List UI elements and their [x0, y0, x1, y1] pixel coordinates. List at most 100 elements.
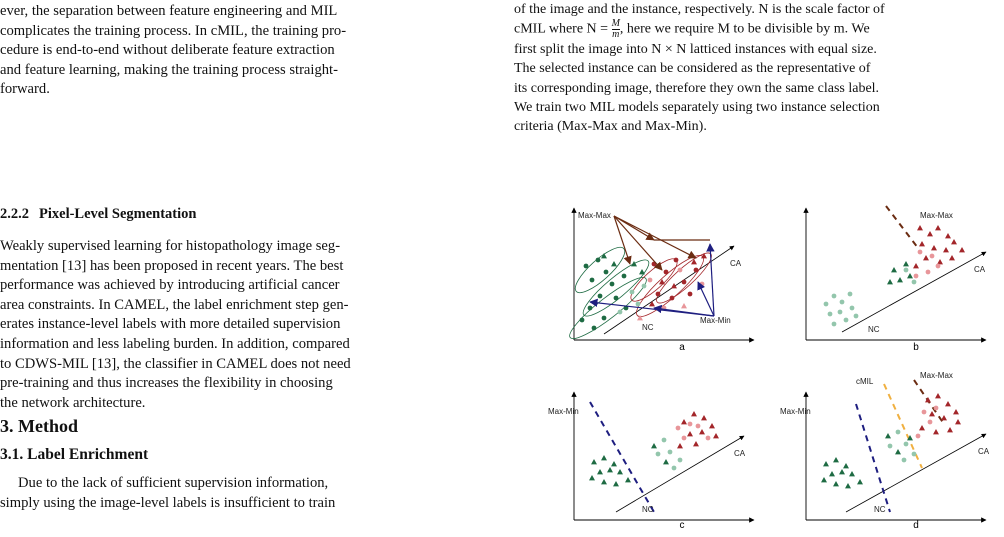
instance-triangle — [885, 433, 891, 439]
text-segment: , here we require M to be divisible by m… — [619, 21, 870, 37]
instance-dot — [583, 263, 589, 269]
instance-triangle — [925, 397, 931, 403]
text-line: its corresponding image, therefore they … — [514, 80, 880, 96]
max-max-label: Max-Max — [578, 211, 611, 220]
instance-dot — [647, 277, 653, 283]
instance-dot — [831, 293, 837, 299]
instance-triangle — [923, 255, 929, 261]
paragraph-cmil-training: ever, the separation between feature eng… — [0, 2, 492, 100]
paragraph-scale-factor: of the image and the instance, respectiv… — [514, 0, 1004, 136]
instance-triangle — [617, 469, 623, 475]
instance-triangle — [671, 283, 677, 289]
instance-triangle — [845, 483, 851, 489]
instance-dot — [915, 433, 921, 439]
instance-dot — [843, 317, 849, 323]
instance-triangle — [709, 423, 715, 429]
max-min-arrow — [697, 281, 715, 317]
instance-dot — [655, 291, 661, 297]
text-line: erates instance-level labels with more d… — [0, 316, 341, 333]
instance-dot — [831, 321, 837, 327]
instance-triangle — [625, 477, 631, 483]
instance-dot — [925, 269, 931, 275]
instance-triangle — [701, 253, 707, 259]
instance-triangle — [681, 303, 687, 309]
instance-triangle — [903, 261, 909, 267]
text-line: to CDWS-MIL [13], the classifier in CAME… — [0, 355, 351, 372]
instance-dot — [687, 291, 693, 297]
instance-dot — [693, 267, 699, 273]
instance-triangle — [601, 479, 607, 485]
ca-label: CA — [734, 449, 746, 458]
text-line: information and less labeling burden. In… — [0, 335, 350, 352]
text-line: the network architecture. — [0, 394, 146, 411]
instance-triangle — [699, 429, 705, 435]
instance-triangle — [597, 469, 603, 475]
fraction-numerator: M — [611, 18, 620, 31]
instance-triangle — [857, 479, 863, 485]
max-max-arrow — [613, 215, 632, 265]
instance-triangle — [691, 259, 697, 265]
instance-triangle — [693, 441, 699, 447]
instance-triangle — [919, 425, 925, 431]
text-line: Due to the lack of sufficient supervisio… — [18, 475, 329, 491]
instance-dot — [837, 309, 843, 315]
instance-triangle — [941, 415, 947, 421]
instance-dot — [887, 443, 893, 449]
instance-triangle — [887, 279, 893, 285]
subsection-number: 2.2.2 — [0, 206, 29, 222]
instance-dot — [917, 249, 923, 255]
text-line: pre-training and thus increases the flex… — [0, 375, 333, 392]
instance-triangle — [935, 393, 941, 399]
ca-label: CA — [974, 265, 986, 274]
instance-dot — [669, 295, 675, 301]
instance-triangle — [953, 409, 959, 415]
text-line: mentation [13] has been proposed in rece… — [0, 257, 344, 274]
text-line: Weakly supervised learning for histopath… — [0, 238, 341, 254]
instance-dot — [839, 299, 845, 305]
instance-dot — [687, 421, 693, 427]
paragraph-pixel-segmentation: Weakly supervised learning for histopath… — [0, 237, 492, 413]
instance-dot — [663, 269, 669, 275]
instance-dot — [609, 281, 615, 287]
instance-dot — [617, 309, 623, 315]
instance-triangle — [701, 415, 707, 421]
instance-triangle — [945, 233, 951, 239]
instance-dot — [579, 317, 585, 323]
ca-label: CA — [978, 447, 990, 456]
instance-dot — [681, 435, 687, 441]
instance-triangle — [659, 279, 665, 285]
section-sub-title: 3.1. Label Enrichment — [0, 446, 149, 463]
instance-dot — [927, 419, 933, 425]
nc-label: NC — [642, 323, 654, 332]
subsection-heading: 2.2.2 Pixel-Level Segmentation — [0, 206, 206, 223]
instance-triangle — [611, 261, 617, 267]
panel-label-d: d — [913, 520, 919, 531]
instance-dot — [911, 279, 917, 285]
instance-dot — [921, 409, 927, 415]
nc-label: NC — [642, 505, 654, 514]
instance-dot — [677, 267, 683, 273]
max-max-label: Max-Max — [920, 211, 953, 220]
instance-triangle — [891, 267, 897, 273]
instance-dot — [667, 449, 673, 455]
instance-triangle — [931, 245, 937, 251]
instance-dot — [827, 311, 833, 317]
instance-triangle — [927, 231, 933, 237]
instance-dot — [903, 441, 909, 447]
instance-triangle — [897, 277, 903, 283]
decision-boundary — [883, 383, 923, 469]
instance-dot — [705, 435, 711, 441]
instance-triangle — [839, 469, 845, 475]
instance-dot — [613, 295, 619, 301]
instance-triangle — [849, 471, 855, 477]
section-title: 3. Method — [0, 416, 78, 436]
instance-triangle — [691, 411, 697, 417]
instance-triangle — [833, 457, 839, 463]
max-max-arrow — [613, 215, 663, 271]
instance-triangle — [681, 419, 687, 425]
panel-label-b: b — [913, 342, 919, 353]
instance-dot — [591, 325, 597, 331]
instance-triangle — [935, 225, 941, 231]
text-line: area constraints. In CAMEL, the label en… — [0, 296, 349, 313]
